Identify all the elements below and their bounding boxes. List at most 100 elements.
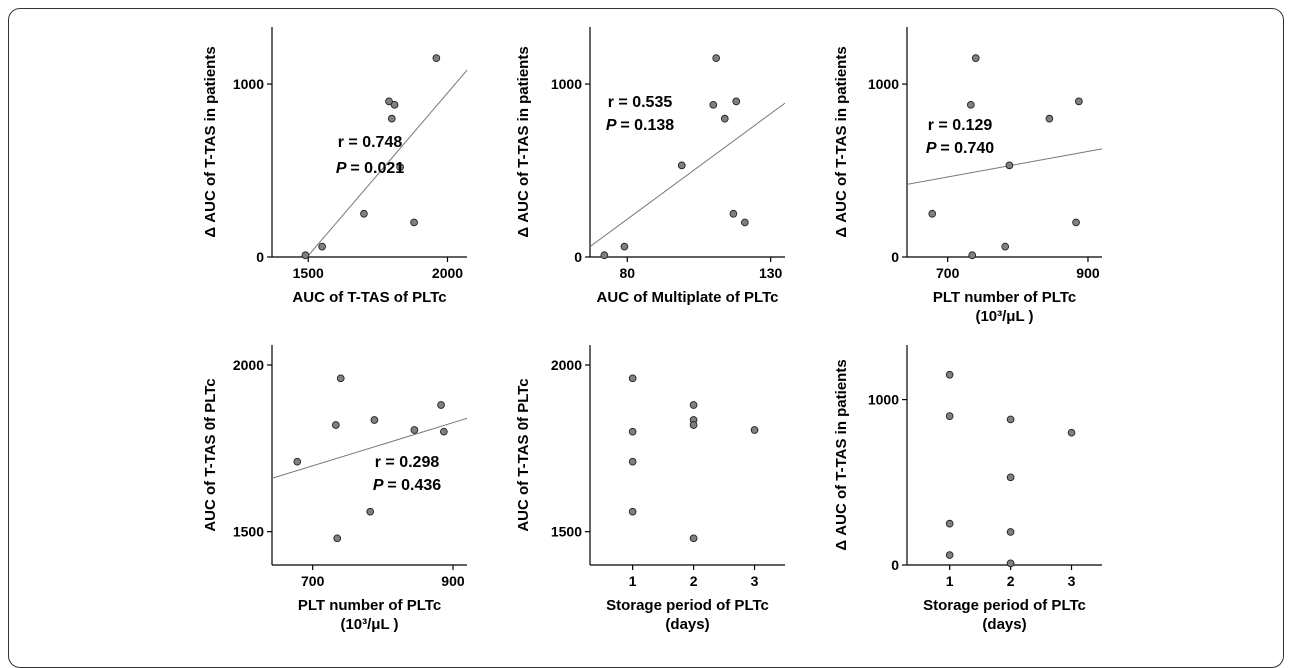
data-point (677, 161, 686, 170)
data-point (1045, 114, 1054, 123)
data-point (712, 54, 721, 62)
data-point (750, 426, 759, 434)
data-point (396, 163, 404, 171)
data-point (600, 251, 609, 260)
y-tick-label: 0 (574, 249, 582, 265)
x-tick-label: 80 (619, 265, 635, 281)
data-point (945, 519, 954, 528)
y-tick-label: 2000 (233, 357, 264, 373)
data-point (945, 551, 954, 559)
y-tick-label: 2000 (551, 357, 582, 373)
p-value-number: = 0.436 (387, 477, 441, 494)
y-tick-label: 0 (891, 557, 899, 573)
x-tick-label: 130 (759, 265, 783, 281)
y-axis-title: Δ AUC of T-TAS in patients (202, 46, 219, 237)
panel-1: 0 1000 1500 2000 AUC of T-TAS of PLTc Δ AUC o… (202, 27, 468, 306)
y-tick-label: 1000 (233, 76, 264, 92)
x-tick-label: 2000 (432, 265, 463, 281)
y-tick-label: 0 (891, 249, 899, 265)
data-point (1005, 161, 1014, 170)
correlation-r: r = 0.298 (375, 454, 440, 471)
y-tick-label: 0 (256, 249, 264, 265)
data-point (1075, 97, 1083, 106)
data-point (628, 374, 637, 383)
data-point (966, 100, 975, 109)
x-axis-title: (10³/μL ) (340, 616, 398, 633)
trend-line (590, 102, 786, 248)
y-axis-title: Δ AUC of T-TAS in patients (833, 46, 850, 237)
correlation-r: r = 0.535 (608, 94, 673, 111)
x-tick-label: 1500 (293, 265, 324, 281)
data-point (628, 457, 637, 466)
data-point (360, 209, 368, 218)
data-point (945, 412, 954, 420)
data-point (1006, 528, 1015, 536)
y-tick-label: 1000 (868, 76, 899, 92)
data-point (709, 100, 718, 109)
x-axis-title: AUC of Multiplate of PLTc (597, 289, 779, 306)
data-point (720, 114, 729, 123)
data-point (331, 421, 340, 429)
data-point (968, 251, 977, 260)
x-tick-label: 1 (629, 573, 637, 589)
x-tick-label: 3 (751, 573, 759, 589)
data-point (1006, 415, 1015, 424)
data-point (301, 251, 310, 260)
p-value-number: = 0.740 (940, 140, 994, 157)
x-tick-label: 2 (1007, 573, 1015, 589)
panel-5: 1500 2000 1 2 3 Storage period of PLTc (days) A… (515, 345, 785, 633)
data-point (1072, 218, 1080, 227)
data-point (1067, 428, 1076, 437)
panel-2: 0 1000 80 130 AUC of Multiplate of PLTc Δ AUC… (515, 27, 786, 306)
data-point (689, 421, 698, 429)
trend-line (306, 69, 468, 257)
data-point (385, 97, 393, 106)
x-axis-title: PLT number of PLTc (298, 597, 441, 614)
x-tick-label: 2 (690, 573, 698, 589)
p-symbol: P (606, 117, 621, 134)
data-point (628, 507, 637, 516)
data-point (440, 427, 448, 436)
data-point (741, 218, 749, 227)
x-tick-label: 700 (936, 265, 960, 281)
data-point (387, 114, 396, 123)
correlation-r: r = 0.748 (338, 134, 403, 151)
y-tick-label: 1500 (551, 524, 582, 540)
data-point (689, 534, 698, 543)
trend-line (272, 417, 468, 479)
data-point (336, 374, 345, 383)
data-point (729, 209, 738, 218)
y-tick-label: 1000 (868, 392, 899, 408)
data-point (945, 370, 954, 379)
data-point (432, 54, 441, 62)
data-point (1006, 559, 1015, 568)
panel-6: 0 1000 1 2 3 Storage period of PLTc (days) Δ AU… (833, 345, 1102, 633)
data-point (410, 218, 418, 227)
data-point (318, 242, 326, 251)
data-point (390, 100, 399, 109)
x-axis-title: (days) (665, 616, 709, 633)
x-axis-title: PLT number of PLTc (933, 289, 1076, 306)
x-tick-label: 3 (1068, 573, 1076, 589)
x-tick-label: 900 (441, 573, 465, 589)
p-value-number: = 0.021 (350, 160, 404, 177)
y-axis-title: AUC of T-TAS 0f PLTc (515, 378, 532, 531)
y-axis-title: Δ AUC of T-TAS in patients (515, 46, 532, 237)
x-tick-label: 700 (301, 573, 325, 589)
data-point (370, 416, 379, 424)
data-point (366, 507, 375, 516)
p-symbol: P (336, 160, 351, 177)
y-axis-title: AUC of T-TAS 0f PLTc (202, 378, 219, 531)
p-value: P = 0.740 (926, 140, 994, 157)
data-point (293, 457, 302, 466)
x-axis-title: AUC of T-TAS of PLTc (292, 289, 446, 306)
p-value-number: = 0.138 (620, 117, 674, 134)
data-point (620, 242, 629, 251)
x-axis-title: Storage period of PLTc (923, 597, 1086, 614)
data-point (410, 426, 419, 434)
data-point (437, 401, 445, 409)
x-axis-title: (10³/μL ) (975, 308, 1033, 325)
